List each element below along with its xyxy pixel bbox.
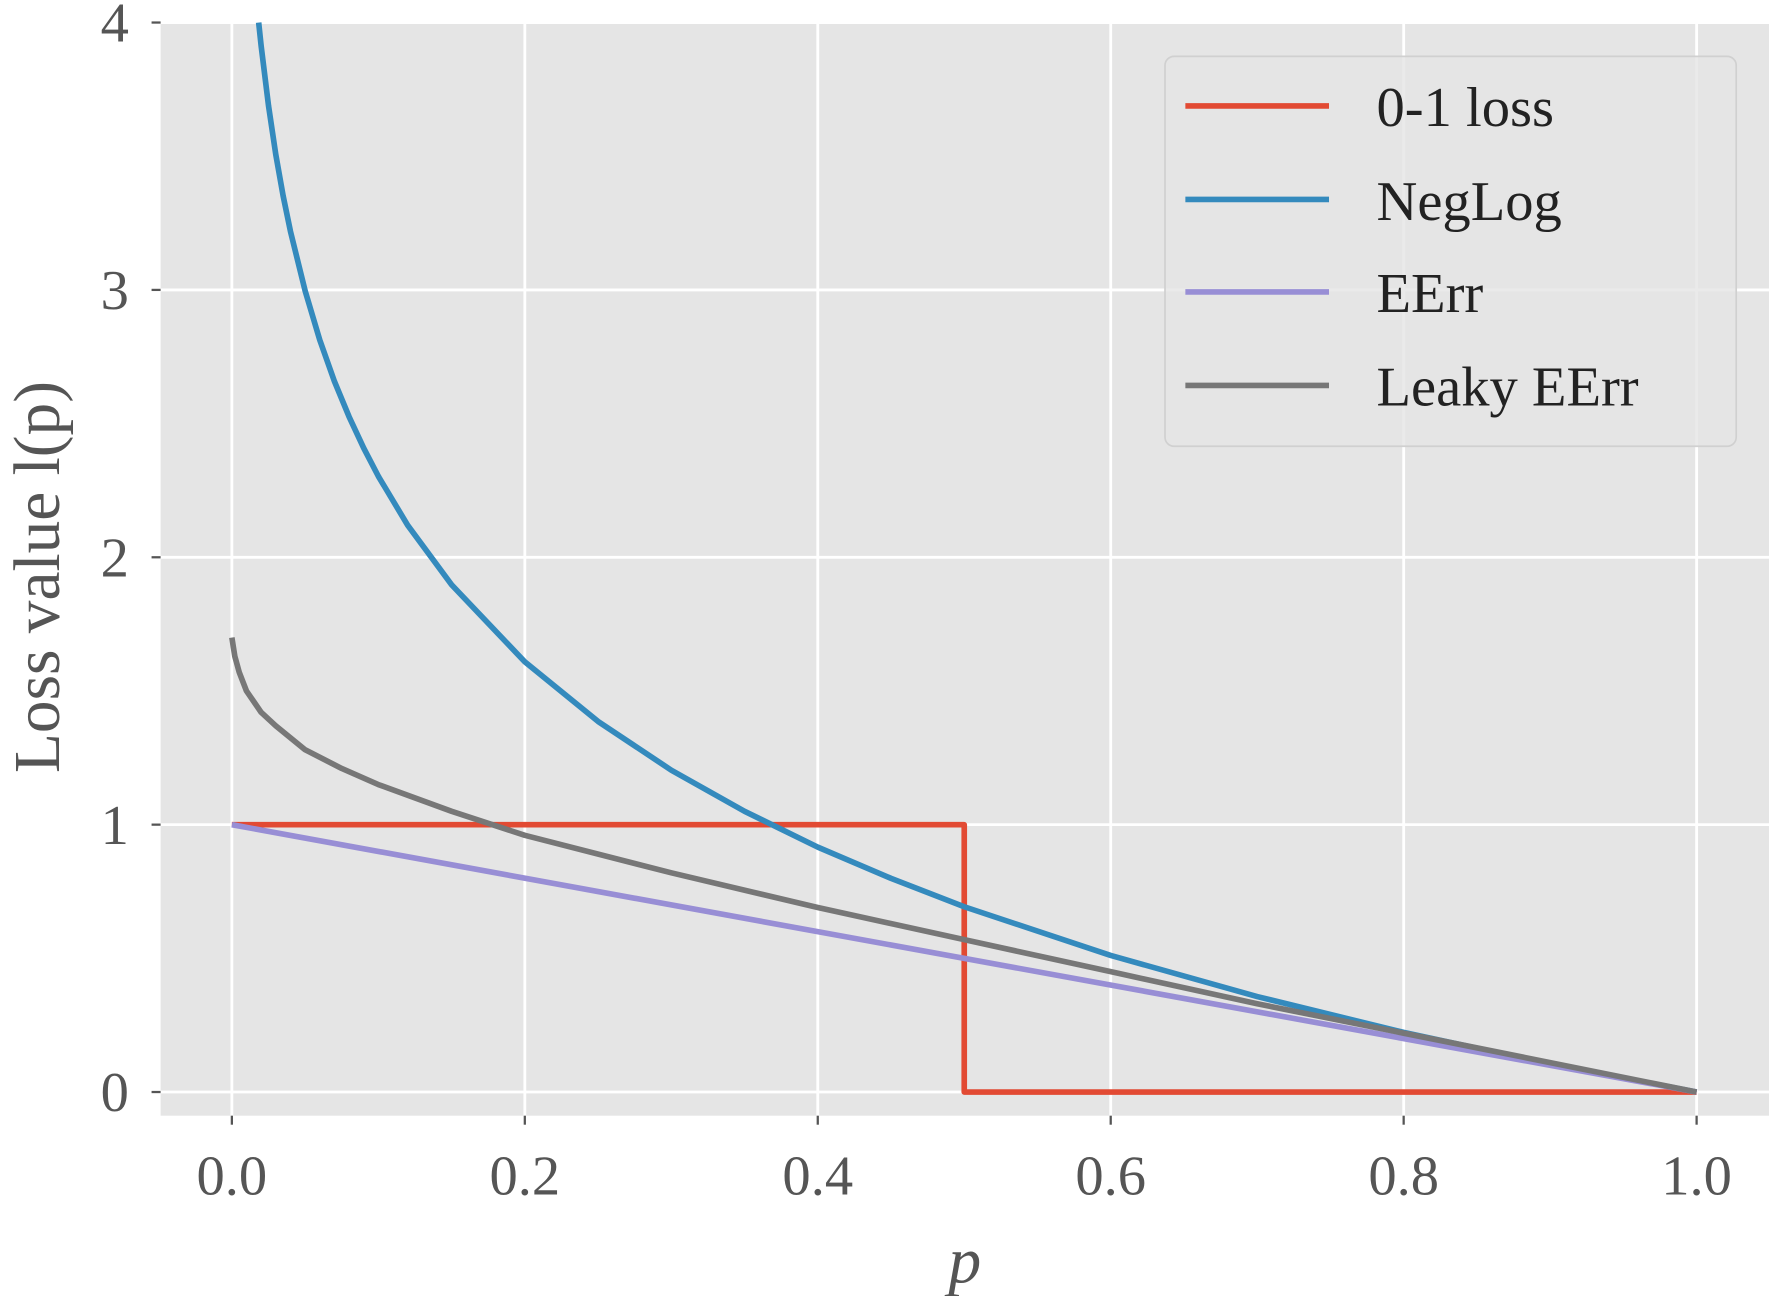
y-axis-label: Loss value l(p) bbox=[2, 381, 74, 773]
legend-label-leaky-eerr: Leaky EErr bbox=[1377, 357, 1639, 419]
x-tick-label: 0.0 bbox=[197, 1146, 268, 1208]
x-tick-label: 0.8 bbox=[1368, 1146, 1439, 1208]
x-tick-label: 1.0 bbox=[1661, 1146, 1732, 1208]
y-tick-label: 0 bbox=[101, 1062, 129, 1124]
x-tick-label: 0.6 bbox=[1075, 1146, 1146, 1208]
series-lines bbox=[229, 22, 1698, 1095]
ticks: 0.0 0.2 0.4 0.6 0.8 1.0 0 1 2 3 4 bbox=[101, 0, 1732, 1208]
legend-label-0-1-loss: 0-1 loss bbox=[1377, 77, 1554, 139]
legend-label-neglog: NegLog bbox=[1377, 171, 1562, 233]
x-tick-label: 0.4 bbox=[782, 1146, 853, 1208]
legend: 0-1 loss NegLog EErr Leaky EErr bbox=[1164, 55, 1738, 448]
legend-label-eerr: EErr bbox=[1377, 263, 1484, 325]
series-line-leaky-eerr bbox=[229, 637, 1698, 1095]
series-line-eerr bbox=[231, 821, 1698, 1095]
y-tick-label: 1 bbox=[101, 795, 129, 857]
series-line-neglog bbox=[255, 22, 1698, 1095]
x-axis-label: p bbox=[944, 1226, 981, 1296]
y-tick-label: 3 bbox=[101, 260, 129, 322]
x-tick-label: 0.2 bbox=[489, 1146, 560, 1208]
y-tick-label: 4 bbox=[101, 0, 129, 55]
y-tick-label: 2 bbox=[101, 528, 129, 590]
legend-box bbox=[1164, 55, 1738, 448]
